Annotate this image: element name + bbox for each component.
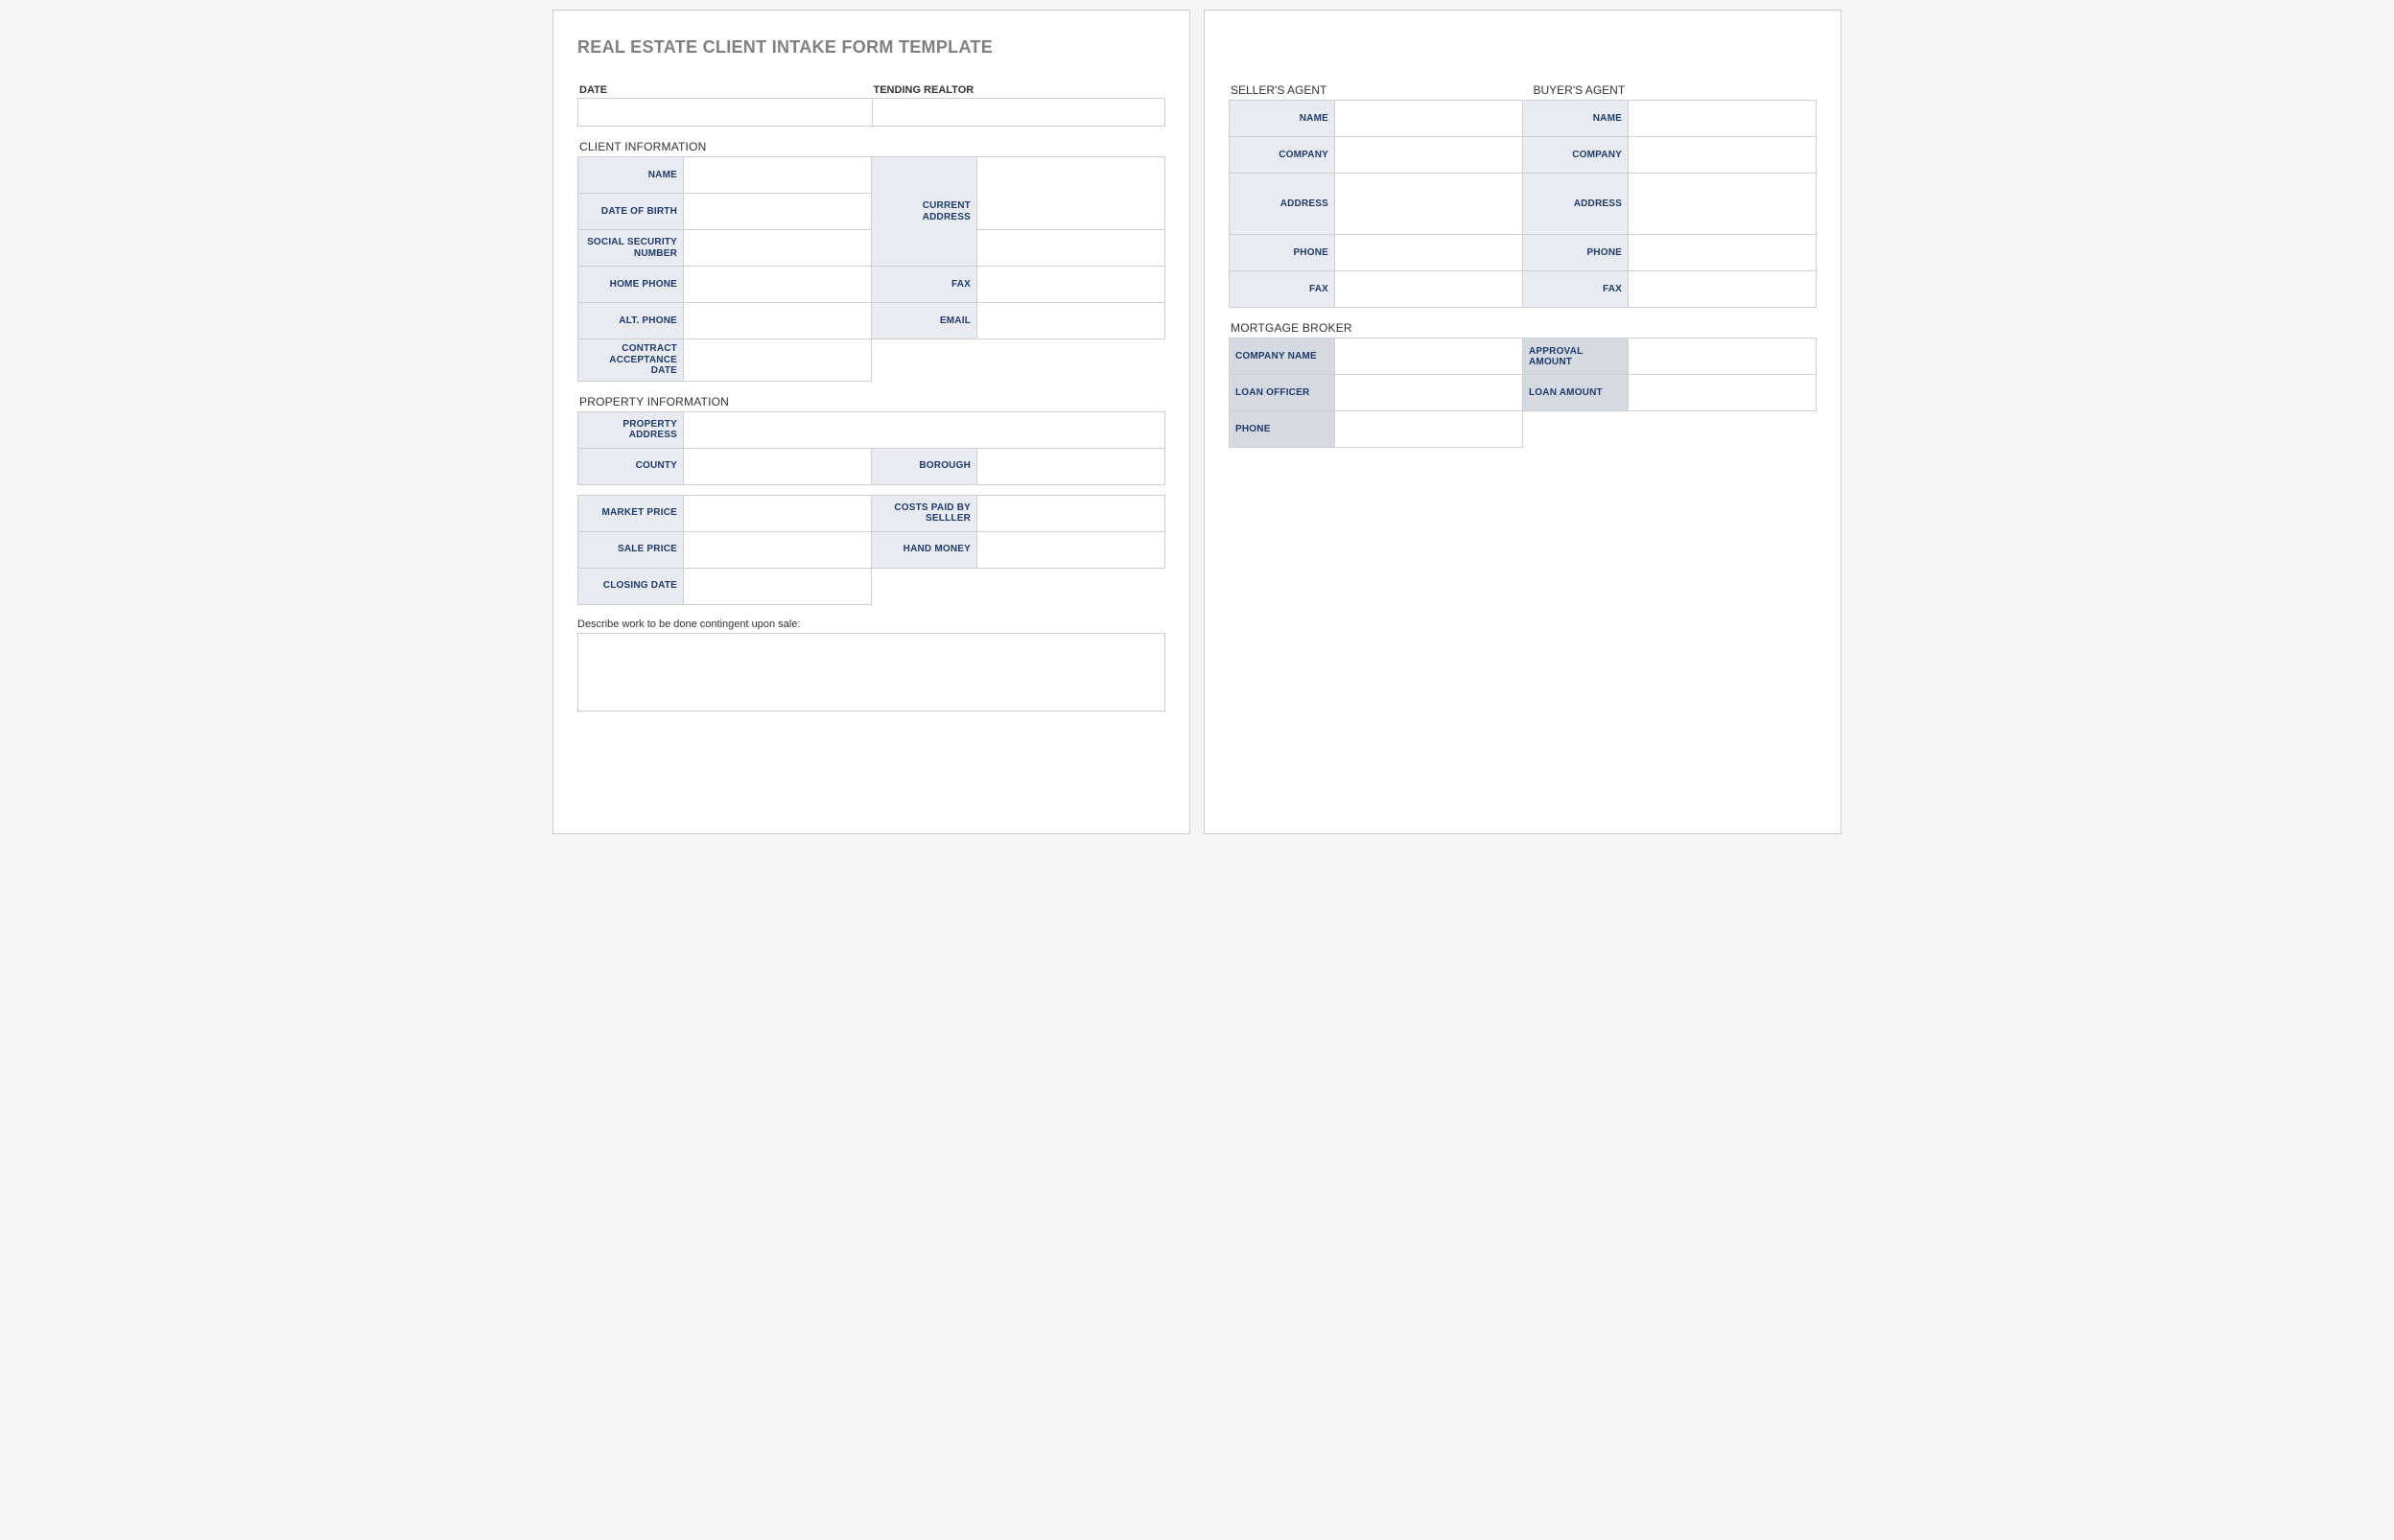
client-ssn-field[interactable] [684, 230, 872, 267]
broker-loan-field[interactable] [1629, 375, 1817, 411]
seller-fax-field[interactable] [1335, 271, 1523, 308]
pages-container: REAL ESTATE CLIENT INTAKE FORM TEMPLATE … [10, 10, 2384, 834]
closing-date-field[interactable] [684, 568, 872, 604]
broker-officer-field[interactable] [1335, 375, 1523, 411]
buyer-address-field[interactable] [1629, 174, 1817, 235]
prop-address-field[interactable] [684, 411, 1165, 448]
broker-approval-field[interactable] [1629, 338, 1817, 375]
date-field[interactable] [577, 98, 872, 127]
costs-paid-field[interactable] [977, 495, 1165, 531]
client-address-field-1[interactable] [977, 157, 1165, 230]
seller-phone-field[interactable] [1335, 235, 1523, 271]
client-homephone-field[interactable] [684, 267, 872, 303]
client-address-label: CURRENT ADDRESS [872, 157, 977, 267]
client-name-field[interactable] [684, 157, 872, 194]
client-address-field-2[interactable] [977, 230, 1165, 267]
date-label: DATE [577, 84, 872, 96]
buyer-fax-label: FAX [1523, 271, 1629, 308]
header-row: DATE TENDING REALTOR [577, 84, 1165, 127]
prop-county-label: COUNTY [578, 448, 684, 484]
realtor-label: TENDING REALTOR [872, 84, 1166, 96]
broker-approval-label: APPROVAL AMOUNT [1523, 338, 1629, 375]
client-contract-label: CONTRACT ACCEPTANCE DATE [578, 339, 684, 382]
broker-section-title: MORTGAGE BROKER [1231, 321, 1817, 335]
agents-table: NAME NAME COMPANY COMPANY ADDRESS ADDRES… [1229, 100, 1817, 308]
client-altphone-field[interactable] [684, 303, 872, 339]
client-fax-label: FAX [872, 267, 977, 303]
buyer-company-field[interactable] [1629, 137, 1817, 174]
describe-field[interactable] [577, 633, 1165, 712]
form-title: REAL ESTATE CLIENT INTAKE FORM TEMPLATE [577, 37, 1165, 58]
buyer-agent-header: BUYER'S AGENT [1514, 83, 1818, 97]
page-1: REAL ESTATE CLIENT INTAKE FORM TEMPLATE … [552, 10, 1190, 834]
buyer-name-field[interactable] [1629, 101, 1817, 137]
buyer-phone-label: PHONE [1523, 235, 1629, 271]
seller-address-label: ADDRESS [1230, 174, 1335, 235]
market-price-field[interactable] [684, 495, 872, 531]
realtor-field[interactable] [872, 98, 1166, 127]
hand-money-label: HAND MONEY [872, 531, 977, 568]
buyer-company-label: COMPANY [1523, 137, 1629, 174]
buyer-phone-field[interactable] [1629, 235, 1817, 271]
prop-borough-field[interactable] [977, 448, 1165, 484]
seller-address-field[interactable] [1335, 174, 1523, 235]
client-contract-field[interactable] [684, 339, 872, 382]
broker-officer-label: LOAN OFFICER [1230, 375, 1335, 411]
sale-price-field[interactable] [684, 531, 872, 568]
property-table-1: PROPERTY ADDRESS COUNTY BOROUGH [577, 411, 1165, 485]
property-section-title: PROPERTY INFORMATION [579, 395, 1165, 408]
client-ssn-label: SOCIAL SECURITY NUMBER [578, 230, 684, 267]
client-dob-field[interactable] [684, 194, 872, 230]
client-dob-label: DATE OF BIRTH [578, 194, 684, 230]
seller-phone-label: PHONE [1230, 235, 1335, 271]
describe-label: Describe work to be done contingent upon… [577, 618, 1165, 630]
seller-fax-label: FAX [1230, 271, 1335, 308]
client-section-title: CLIENT INFORMATION [579, 140, 1165, 153]
describe-section: Describe work to be done contingent upon… [577, 618, 1165, 712]
buyer-address-label: ADDRESS [1523, 174, 1629, 235]
client-homephone-label: HOME PHONE [578, 267, 684, 303]
broker-company-field[interactable] [1335, 338, 1523, 375]
prop-county-field[interactable] [684, 448, 872, 484]
seller-name-field[interactable] [1335, 101, 1523, 137]
client-altphone-label: ALT. PHONE [578, 303, 684, 339]
client-fax-field[interactable] [977, 267, 1165, 303]
client-table: NAME CURRENT ADDRESS DATE OF BIRTH SOCIA… [577, 156, 1165, 382]
seller-company-field[interactable] [1335, 137, 1523, 174]
market-price-label: MARKET PRICE [578, 495, 684, 531]
broker-loan-label: LOAN AMOUNT [1523, 375, 1629, 411]
page-2: SELLER'S AGENT BUYER'S AGENT NAME NAME C… [1204, 10, 1842, 834]
broker-phone-label: PHONE [1230, 411, 1335, 448]
sale-price-label: SALE PRICE [578, 531, 684, 568]
costs-paid-label: COSTS PAID BY SELLLER [872, 495, 977, 531]
hand-money-field[interactable] [977, 531, 1165, 568]
broker-company-label: COMPANY NAME [1230, 338, 1335, 375]
broker-table: COMPANY NAME APPROVAL AMOUNT LOAN OFFICE… [1229, 338, 1817, 448]
broker-phone-field[interactable] [1335, 411, 1523, 448]
seller-agent-header: SELLER'S AGENT [1229, 83, 1514, 97]
client-name-label: NAME [578, 157, 684, 194]
prop-address-label: PROPERTY ADDRESS [578, 411, 684, 448]
agent-headers: SELLER'S AGENT BUYER'S AGENT [1229, 83, 1817, 97]
closing-date-label: CLOSING DATE [578, 568, 684, 604]
prop-borough-label: BOROUGH [872, 448, 977, 484]
seller-name-label: NAME [1230, 101, 1335, 137]
client-email-label: EMAIL [872, 303, 977, 339]
buyer-name-label: NAME [1523, 101, 1629, 137]
seller-company-label: COMPANY [1230, 137, 1335, 174]
client-email-field[interactable] [977, 303, 1165, 339]
property-table-2: MARKET PRICE COSTS PAID BY SELLLER SALE … [577, 495, 1165, 605]
buyer-fax-field[interactable] [1629, 271, 1817, 308]
